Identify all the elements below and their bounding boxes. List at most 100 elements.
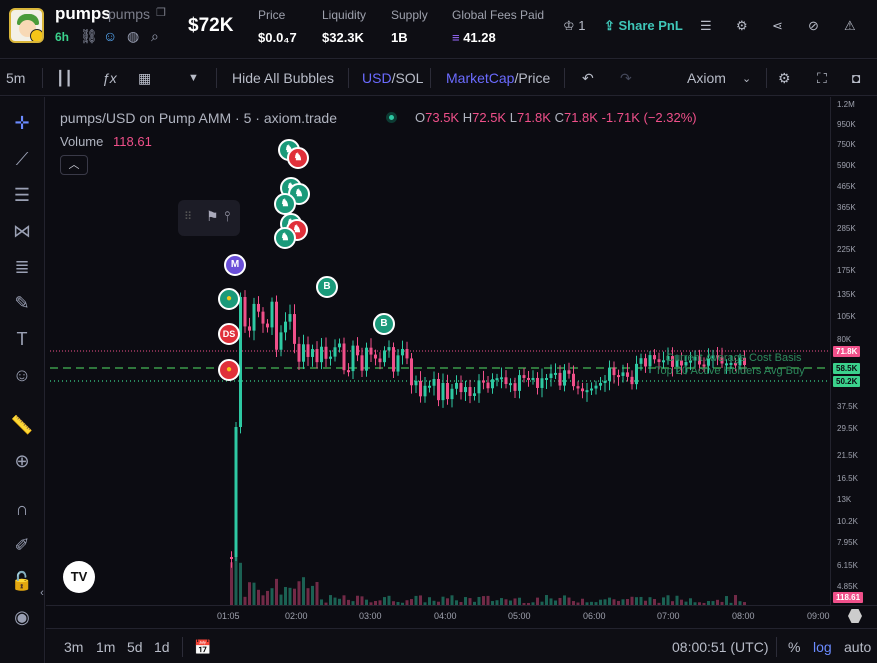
volume-bar	[743, 602, 746, 605]
pattern-icon[interactable]: ⋈	[13, 221, 31, 241]
settings-hex-icon[interactable]	[848, 609, 862, 623]
globe-icon[interactable]: ◍	[127, 28, 140, 44]
candle-body	[698, 356, 701, 365]
gear-icon[interactable]: ⚙	[736, 18, 748, 33]
log-toggle[interactable]: log	[813, 639, 832, 655]
utc-clock[interactable]: 08:00:51 (UTC)	[672, 639, 769, 655]
volume-bar	[657, 602, 661, 605]
collapse-legend-button[interactable]: ︿	[60, 155, 88, 175]
trader-bubble[interactable]: ●	[218, 288, 240, 310]
currency-toggle[interactable]: USD/SOL	[362, 70, 424, 86]
emoji-icon[interactable]: ☺	[12, 365, 32, 385]
chart-area[interactable]: pumps/USD on Pump AMM · 5 · axiom.trade …	[46, 97, 830, 605]
volume-tag: 118.61	[833, 592, 864, 603]
tradingview-logo[interactable]: TV	[63, 561, 95, 593]
candle-body	[684, 362, 688, 366]
candle-body	[662, 360, 665, 363]
volume-bar	[549, 598, 553, 605]
share-pnl-button[interactable]: ⇪ Share PnL	[604, 18, 683, 33]
interval-select[interactable]: 5m	[6, 70, 26, 86]
percent-toggle[interactable]: %	[788, 639, 801, 655]
migration-bubble[interactable]: M	[224, 254, 246, 276]
trader-bubble[interactable]: ♞	[274, 193, 296, 215]
range-3m[interactable]: 3m	[64, 639, 84, 655]
trader-bubble[interactable]: ♞	[287, 147, 309, 169]
zoom-icon[interactable]: ⊕	[14, 451, 30, 471]
settings-icon[interactable]: ⚙	[778, 70, 791, 86]
alert-icon[interactable]: ⚠	[844, 18, 856, 33]
candle-body	[252, 303, 256, 331]
copy-icon[interactable]: ❐	[156, 7, 166, 19]
auto-toggle[interactable]: auto	[844, 639, 872, 655]
candle-body	[549, 373, 553, 378]
buy-bubble[interactable]: B	[373, 313, 395, 335]
metric-toggle[interactable]: MarketCap/Price	[446, 70, 551, 86]
brush-icon[interactable]: ✎	[14, 293, 30, 313]
price-tick: 225K	[837, 245, 856, 254]
crosshair-icon[interactable]: ✛	[14, 113, 30, 133]
source-chevron-icon[interactable]: ⌄	[742, 73, 752, 85]
volume-bar	[509, 600, 512, 605]
token-avatar[interactable]	[9, 8, 44, 43]
range-5d[interactable]: 5d	[127, 639, 143, 655]
price-tick: 365K	[837, 203, 856, 212]
volume-bar	[734, 595, 737, 605]
layout-icon[interactable]: ▦	[138, 70, 152, 86]
candlestick-plot[interactable]	[46, 97, 830, 605]
share-icon[interactable]: ⋖	[772, 18, 783, 33]
market-cap: $72K	[188, 15, 234, 36]
redo-icon[interactable]: ↷	[620, 70, 632, 86]
magnet-icon[interactable]: ∩	[15, 499, 29, 519]
volume-legend: Volume 118.61	[60, 134, 152, 149]
flag-icon[interactable]: ⚑	[206, 208, 219, 224]
range-1m[interactable]: 1m	[96, 639, 116, 655]
text-icon[interactable]: T	[16, 329, 28, 349]
list-icon[interactable]: ☰	[700, 18, 712, 33]
source-select[interactable]: Axiom	[687, 70, 726, 86]
candle-body	[468, 387, 472, 396]
price-axis[interactable]: 1.2M 950K 750K 590K 465K 365K 285K 225K …	[830, 97, 877, 605]
fullscreen-icon[interactable]: ⛶	[817, 70, 827, 86]
trendline-icon[interactable]: ⟋	[15, 149, 29, 169]
projection-icon[interactable]: ≣	[14, 257, 30, 277]
time-tick: 07:00	[657, 611, 680, 621]
time-axis[interactable]: 01:05 02:00 03:00 04:00 05:00 06:00 07:0…	[46, 605, 877, 627]
goto-date-icon[interactable]: 📅	[194, 639, 212, 655]
drag-handle-icon[interactable]: ⠿	[184, 211, 193, 223]
volume-bar	[707, 601, 710, 605]
indicators-icon[interactable]: ƒx	[102, 70, 117, 86]
volume-bar	[243, 596, 247, 605]
link-icon[interactable]: ⛓	[80, 28, 98, 44]
volume-bar	[689, 598, 692, 605]
volume-bar	[284, 587, 287, 605]
search-icon[interactable]: ⌕	[151, 28, 159, 44]
pin-icon[interactable]: ⫯	[224, 208, 231, 224]
buy-bubble[interactable]: B	[316, 276, 338, 298]
volume-bar	[239, 562, 242, 605]
lock-icon[interactable]: 🔓	[10, 571, 34, 591]
volume-bar	[446, 598, 449, 605]
volume-bar	[270, 588, 274, 605]
volume-bar	[423, 602, 427, 605]
user-icon[interactable]: ☺	[103, 28, 118, 44]
undo-icon[interactable]: ↶	[582, 70, 594, 86]
watchlist-button[interactable]: ♔ 1	[563, 18, 586, 33]
range-1d[interactable]: 1d	[154, 639, 170, 655]
floating-toolbar[interactable]: ⠿ ⚑ ⫯	[178, 200, 240, 236]
candle-type-icon[interactable]: ┃┃	[56, 70, 73, 86]
fib-icon[interactable]: ☰	[13, 185, 31, 205]
camera-icon[interactable]: ◘	[852, 70, 861, 86]
hide-bubbles-button[interactable]: Hide All Bubbles	[232, 70, 334, 86]
eye-icon[interactable]: ◉	[14, 607, 30, 627]
ruler-icon[interactable]: 📏	[10, 415, 34, 435]
chevron-down-icon[interactable]: ▼	[188, 72, 199, 84]
collapse-arrow-icon[interactable]: ‹	[40, 587, 44, 599]
lock-drawing-icon[interactable]: ✐	[14, 535, 30, 555]
trader-bubble[interactable]: ♞	[274, 227, 296, 249]
trader-bubble[interactable]: ●	[218, 359, 240, 381]
candle-body	[626, 372, 629, 377]
hide-eye-icon[interactable]: ⊘	[808, 18, 819, 33]
dev-sell-bubble[interactable]: DS	[218, 323, 240, 345]
volume-bar	[405, 600, 409, 605]
time-tick: 08:00	[732, 611, 755, 621]
